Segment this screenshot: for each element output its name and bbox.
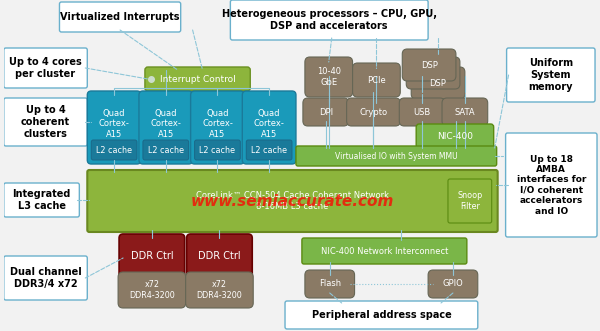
FancyBboxPatch shape [119,234,185,278]
Text: DPI: DPI [319,108,333,117]
FancyBboxPatch shape [416,124,494,148]
FancyBboxPatch shape [143,140,188,160]
Text: L2 cache: L2 cache [96,146,132,155]
FancyBboxPatch shape [285,301,478,329]
FancyBboxPatch shape [191,91,244,164]
Text: Uniform
System
memory: Uniform System memory [529,58,573,92]
Text: Quad
Cortex-
A15: Quad Cortex- A15 [254,109,284,139]
FancyBboxPatch shape [402,49,456,81]
Text: Dual channel
DDR3/4 x72: Dual channel DDR3/4 x72 [10,267,82,289]
Text: NIC-400 Network Interconnect: NIC-400 Network Interconnect [320,247,448,256]
FancyBboxPatch shape [194,140,241,160]
FancyBboxPatch shape [118,272,185,308]
Text: Peripheral address space: Peripheral address space [311,310,451,320]
FancyBboxPatch shape [305,57,353,97]
Text: L2 cache: L2 cache [199,146,235,155]
FancyBboxPatch shape [145,67,250,91]
FancyBboxPatch shape [442,98,488,126]
FancyBboxPatch shape [4,98,87,146]
FancyBboxPatch shape [506,133,597,237]
Text: GPIO: GPIO [443,279,463,289]
Text: Snoop
Filter: Snoop Filter [457,191,482,211]
Text: Quad
Cortex-
A15: Quad Cortex- A15 [151,109,181,139]
FancyBboxPatch shape [187,234,252,278]
Text: Quad
Cortex-
A15: Quad Cortex- A15 [98,109,130,139]
Text: Integrated
L3 cache: Integrated L3 cache [13,189,71,211]
Text: DDR Ctrl: DDR Ctrl [198,251,241,261]
Text: Virtualized Interrupts: Virtualized Interrupts [61,12,180,22]
FancyBboxPatch shape [506,48,595,102]
Text: Interrupt Control: Interrupt Control [160,74,235,83]
Text: Virtualised IO with System MMU: Virtualised IO with System MMU [335,152,458,161]
Text: x72
DDR4-3200: x72 DDR4-3200 [197,280,242,300]
FancyBboxPatch shape [139,91,193,164]
Text: Up to 4
coherent
clusters: Up to 4 coherent clusters [21,105,70,139]
Text: USB: USB [413,108,431,117]
FancyBboxPatch shape [87,91,141,164]
FancyBboxPatch shape [4,48,87,88]
FancyBboxPatch shape [302,238,467,264]
FancyBboxPatch shape [242,91,296,164]
Text: Crypto: Crypto [359,108,388,117]
FancyBboxPatch shape [91,140,137,160]
Text: Up to 18
AMBA
interfaces for
I/O coherent
accelerators
and IO: Up to 18 AMBA interfaces for I/O coheren… [517,155,586,215]
FancyBboxPatch shape [4,183,79,217]
FancyBboxPatch shape [305,270,355,298]
FancyBboxPatch shape [448,179,491,223]
Text: x72
DDR4-3200: x72 DDR4-3200 [129,280,175,300]
FancyBboxPatch shape [185,272,253,308]
FancyBboxPatch shape [411,67,465,99]
FancyBboxPatch shape [296,146,497,166]
Text: DSP: DSP [421,61,437,70]
Text: DSP: DSP [430,78,446,87]
Text: DDR Ctrl: DDR Ctrl [131,251,173,261]
FancyBboxPatch shape [4,256,87,300]
FancyBboxPatch shape [428,270,478,298]
FancyBboxPatch shape [303,98,349,126]
Text: Flash: Flash [319,279,341,289]
FancyBboxPatch shape [87,170,497,232]
FancyBboxPatch shape [246,140,292,160]
Text: CoreLink™ CCN-504 Cache Coherent Network
8-16MB L3 cache: CoreLink™ CCN-504 Cache Coherent Network… [196,191,389,211]
Text: L2 cache: L2 cache [251,146,287,155]
Text: L2 cache: L2 cache [148,146,184,155]
Text: 10-40
GbE: 10-40 GbE [317,67,341,87]
FancyBboxPatch shape [59,2,181,32]
Text: PCIe: PCIe [367,75,386,84]
FancyBboxPatch shape [399,98,445,126]
Text: Up to 4 cores
per cluster: Up to 4 cores per cluster [9,57,82,79]
Text: NIC-400: NIC-400 [437,131,473,140]
FancyBboxPatch shape [353,63,400,97]
Text: SATA: SATA [455,108,475,117]
Text: Quad
Cortex-
A15: Quad Cortex- A15 [202,109,233,139]
Text: www.semiaccurate.com: www.semiaccurate.com [190,194,394,209]
FancyBboxPatch shape [230,0,428,40]
FancyBboxPatch shape [347,98,400,126]
Text: Heterogeneous processors – CPU, GPU,
DSP and accelerators: Heterogeneous processors – CPU, GPU, DSP… [222,9,437,31]
FancyBboxPatch shape [406,57,460,89]
